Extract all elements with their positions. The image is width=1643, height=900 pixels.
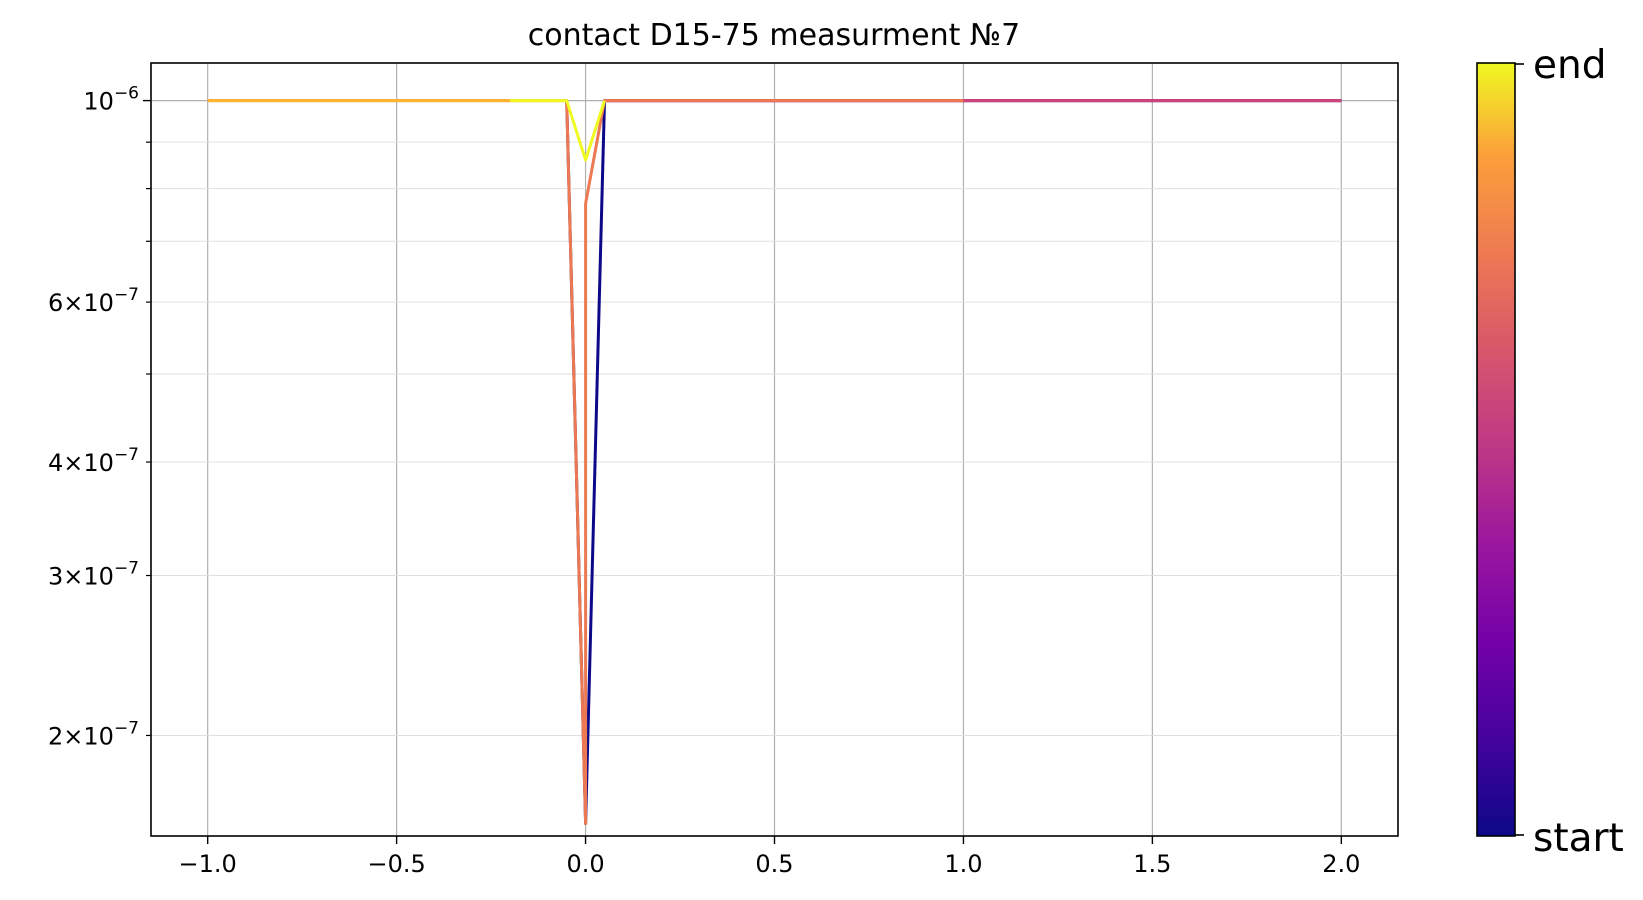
x-tick-label: −1.0	[179, 850, 237, 878]
x-tick-label: 0.0	[566, 850, 604, 878]
x-tick-label: 0.5	[755, 850, 793, 878]
colorbar: end start	[1476, 43, 1624, 861]
y-tick-label: 10−6	[83, 84, 139, 116]
y-axis: 10−6 2×10−7 3×10−7 4×10−7 6×10−7	[48, 84, 151, 750]
x-axis: −1.0 −0.5 0.0 0.5 1.0 1.5 2.0	[179, 836, 1360, 878]
x-tick-label: 1.5	[1133, 850, 1171, 878]
x-tick-label: 1.0	[944, 850, 982, 878]
series-line-5	[510, 99, 606, 162]
x-tick-label: −0.5	[367, 850, 425, 878]
chart-title: contact D15-75 measurment №7	[528, 18, 1020, 53]
grid-lines	[151, 63, 1398, 836]
y-tick-label: 2×10−7	[48, 718, 139, 750]
y-tick-label: 4×10−7	[48, 445, 139, 477]
y-tick-label: 6×10−7	[48, 285, 139, 317]
colorbar-label-end: end	[1533, 43, 1606, 88]
colorbar-label-start: start	[1533, 816, 1624, 861]
x-tick-label: 2.0	[1322, 850, 1360, 878]
series-group	[207, 99, 1342, 825]
y-tick-label: 3×10−7	[48, 559, 139, 591]
colorbar-gradient	[1476, 62, 1516, 837]
